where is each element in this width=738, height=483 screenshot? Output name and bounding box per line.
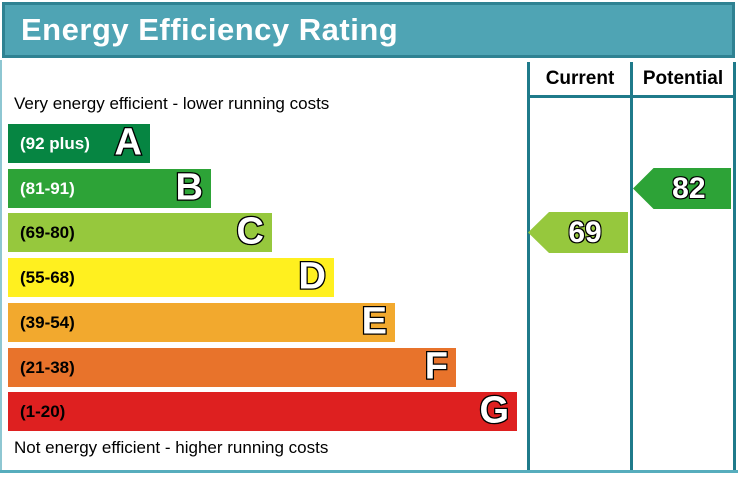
potential-column-header: Potential	[642, 68, 724, 89]
panel-left-border	[0, 60, 2, 470]
current-column-header: Current	[545, 68, 615, 89]
band-bar-F: (21-38) F	[8, 344, 456, 387]
band-row-C: (69-80) C	[8, 209, 272, 252]
panel-bottom-border	[0, 470, 738, 473]
potential-rating-value: 82	[671, 171, 706, 205]
bottom-note: Not energy efficient - higher running co…	[14, 438, 329, 457]
band-letter: E	[360, 299, 388, 342]
panel-right-border	[733, 62, 736, 470]
band-row-E: (39-54) E	[8, 299, 395, 342]
band-bar-E: (39-54) E	[8, 299, 395, 342]
page-title: Energy Efficiency Rating	[21, 12, 399, 47]
current-column-left-line	[527, 62, 530, 470]
band-letter: G	[478, 388, 510, 431]
band-bar-G: (1-20) G	[8, 388, 517, 431]
band-row-G: (1-20) G	[8, 388, 517, 431]
potential-column-left-line	[630, 62, 633, 470]
band-letter: F	[424, 344, 450, 387]
band-range-label: (1-20)	[20, 401, 66, 421]
band-range-label: (39-54)	[20, 312, 75, 332]
potential-rating-marker: 82	[633, 168, 731, 209]
top-note: Very energy efficient - lower running co…	[14, 94, 330, 113]
band-range-label: (81-91)	[20, 178, 75, 198]
current-rating-marker: 69	[528, 212, 628, 253]
band-row-A: (92 plus) A	[8, 120, 150, 163]
band-letter: B	[174, 165, 204, 208]
title-banner: Energy Efficiency Rating	[2, 2, 735, 58]
band-row-D: (55-68) D	[8, 254, 334, 297]
band-row-B: (81-91) B	[8, 165, 211, 208]
band-bar-D: (55-68) D	[8, 254, 334, 297]
band-bar-B: (81-91) B	[8, 165, 211, 208]
band-range-label: (69-80)	[20, 222, 75, 242]
band-range-label: (92 plus)	[20, 133, 90, 153]
current-rating-value: 69	[567, 215, 602, 249]
band-letter: A	[113, 120, 143, 163]
band-range-label: (55-68)	[20, 267, 75, 287]
band-bar-A: (92 plus) A	[8, 120, 150, 163]
band-bar-C: (69-80) C	[8, 209, 272, 252]
band-letter: D	[297, 254, 327, 297]
band-range-label: (21-38)	[20, 357, 75, 377]
band-letter: C	[235, 209, 265, 252]
header-underline	[527, 95, 736, 98]
band-row-F: (21-38) F	[8, 344, 456, 387]
